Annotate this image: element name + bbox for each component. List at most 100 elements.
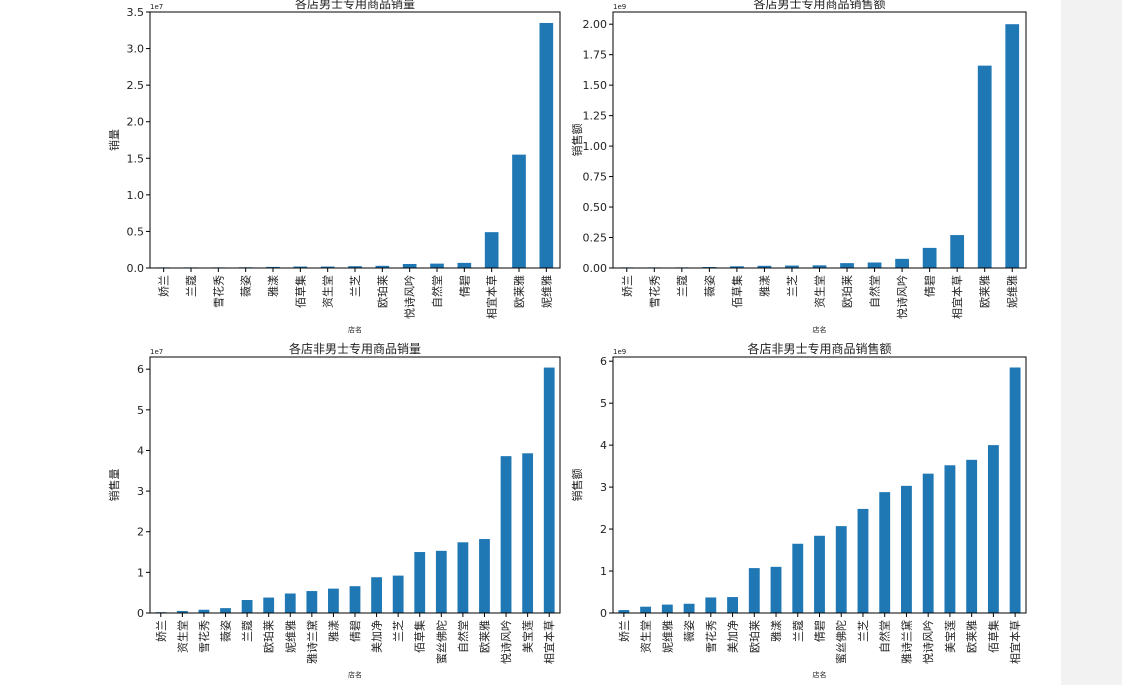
x-tick-label: 美宝莲	[943, 620, 957, 653]
x-tick-label: 雅诗兰黛	[899, 620, 913, 664]
bar	[457, 262, 472, 268]
plot-frame	[149, 11, 561, 269]
x-tick-label: 娇兰	[621, 275, 634, 297]
bar	[867, 262, 882, 268]
x-tick-label: 雅漾	[326, 620, 340, 642]
bar	[371, 577, 382, 613]
bar	[757, 265, 772, 268]
x-axis-label: 店名	[348, 670, 362, 679]
y-tick-label: 0.50	[583, 201, 608, 214]
y-axis-exponent-label: 1e9	[613, 3, 626, 11]
y-tick-label: 1.5	[127, 152, 145, 165]
x-tick-label: 妮维雅	[539, 275, 553, 308]
x-tick-label: 雅漾	[266, 275, 280, 297]
bar	[435, 550, 447, 613]
bar	[430, 263, 444, 268]
plot-frame	[612, 11, 1027, 269]
bar	[1009, 367, 1021, 613]
x-tick-label: 美加净	[726, 620, 740, 653]
x-tick-label: 倩碧	[814, 620, 827, 642]
x-tick-label: 妮维雅	[660, 620, 674, 653]
x-tick-label: 自然堂	[868, 275, 882, 308]
x-tick-label: 兰芝	[857, 620, 870, 642]
y-axis-exponent-label: 1e9	[613, 348, 626, 356]
chart-panel-nonmen-sales-volume: 各店非男士专用商品销量 1e7 销售量 0 1 2 3 4 5 6 娇兰 资生堂 雪花秀 薇姿 兰蔻 欧珀莱妮…	[107, 340, 570, 685]
bar	[944, 465, 956, 613]
x-axis-label: 店名	[813, 325, 827, 334]
bar	[539, 22, 554, 268]
x-tick-label: 倩碧	[349, 620, 362, 642]
y-tick-label: 2	[137, 526, 144, 539]
scrollbar-gutter[interactable]	[1061, 0, 1122, 685]
bar	[484, 232, 499, 268]
x-tick-label: 娇兰	[155, 620, 168, 642]
bar	[987, 445, 999, 613]
chart-title: 各店男士专用商品销量	[295, 0, 415, 11]
x-tick-label: 欧莱雅	[512, 275, 526, 308]
y-axis-label: 销售额	[570, 124, 584, 157]
bar	[457, 542, 469, 613]
bar	[348, 266, 362, 268]
bar	[966, 459, 978, 613]
x-tick-label: 相宜本草	[1008, 620, 1022, 664]
y-axis-label: 销量	[107, 129, 121, 151]
chart-title: 各店非男士专用商品销量	[289, 341, 421, 356]
x-tick-label: 蜜丝佛陀	[434, 620, 448, 664]
x-tick-label: 薇姿	[240, 275, 253, 297]
x-tick-label: 兰蔻	[241, 620, 254, 642]
x-tick-label: 薇姿	[683, 620, 696, 642]
x-tick-label: 欧莱雅	[965, 620, 979, 653]
x-tick-label: 悦诗风吟	[895, 275, 909, 319]
x-tick-label: 雅诗兰黛	[305, 620, 319, 664]
chart-panel-men-sales-amount: 各店男士专用商品销售额 1e9 销售额 0.00 0.25 0.50 0.75 1.00 1.2…	[568, 0, 1038, 340]
bar	[857, 508, 869, 613]
x-tick-label: 悦诗风吟	[921, 620, 935, 664]
y-tick-label: 6	[137, 363, 144, 376]
bar	[835, 526, 847, 613]
x-tick-label: 悦诗风吟	[499, 620, 513, 664]
y-tick-label: 3.0	[127, 43, 145, 56]
bar	[500, 456, 512, 613]
y-axis-exponent-label: 1e7	[150, 348, 163, 356]
y-tick-label: 0.75	[583, 171, 608, 184]
y-axis-exponent-label: 1e7	[150, 3, 163, 11]
x-tick-label: 雅漾	[769, 620, 783, 642]
x-tick-label: 欧珀莱	[262, 620, 276, 653]
chart-panel-men-sales-volume: 各店男士专用商品销量 1e7 销量 0.0 0.5 1.0 1.5 2.0 2.5 3.0 3.5 娇…	[107, 0, 570, 340]
y-tick-label: 0.5	[127, 225, 145, 238]
x-tick-label: 薇姿	[703, 275, 716, 297]
x-tick-label: 自然堂	[456, 620, 470, 653]
bar	[950, 235, 965, 268]
bar	[263, 597, 275, 613]
x-tick-label: 兰芝	[392, 620, 405, 642]
y-tick-label: 4	[137, 444, 144, 457]
bar	[328, 588, 339, 613]
y-tick-label: 0	[600, 607, 607, 620]
bar	[977, 65, 992, 268]
bar	[349, 586, 361, 613]
x-tick-label: 兰蔻	[792, 620, 805, 642]
y-tick-label: 1.0	[127, 189, 145, 202]
x-tick-label: 欧莱雅	[477, 620, 491, 653]
bar	[785, 265, 799, 268]
chart-title: 各店男士专用商品销售额	[753, 0, 885, 11]
bar	[640, 606, 652, 613]
y-tick-label: 1.25	[583, 110, 608, 123]
x-tick-label: 娇兰	[158, 275, 171, 297]
bar	[306, 591, 318, 613]
bar	[922, 473, 934, 613]
bar	[402, 263, 417, 268]
bar	[901, 485, 912, 613]
y-tick-label: 6	[600, 355, 607, 368]
x-tick-label: 兰蔻	[676, 275, 689, 297]
bar	[727, 597, 738, 613]
bar	[414, 552, 426, 613]
bar	[266, 266, 280, 268]
x-tick-label: 妮维雅	[283, 620, 297, 653]
y-tick-label: 4	[600, 439, 607, 452]
x-tick-label: 美宝莲	[521, 620, 535, 653]
bar	[922, 247, 937, 268]
x-tick-label: 兰蔻	[185, 275, 198, 297]
y-tick-label: 2.00	[583, 18, 608, 31]
x-tick-label: 相宜本草	[542, 620, 556, 664]
